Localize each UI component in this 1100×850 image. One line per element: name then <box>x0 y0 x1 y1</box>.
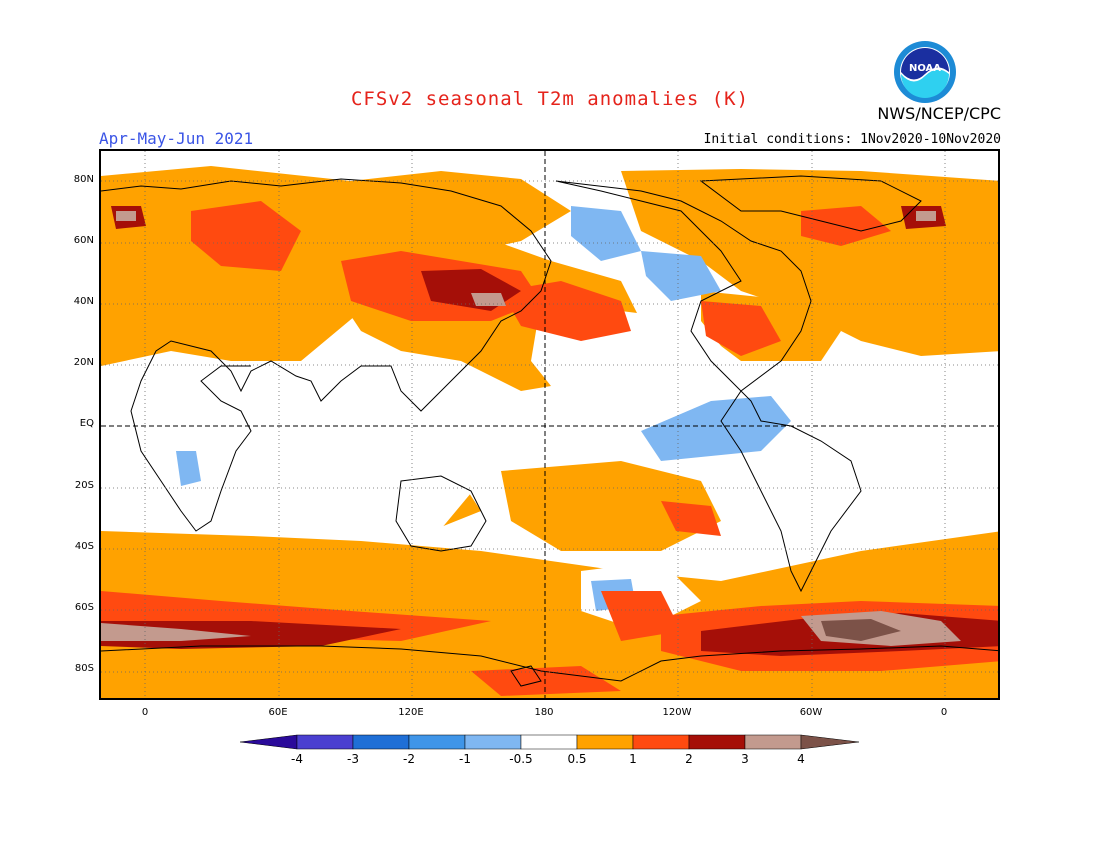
colorbar-label: 0.5 <box>567 752 587 766</box>
lat-label-40n: 40N <box>73 296 94 307</box>
lat-label-20s: 20S <box>74 480 94 491</box>
colorbar-label: 3 <box>741 752 749 766</box>
colorbar-cell <box>576 734 634 750</box>
lon-label-60w: 60W <box>799 707 823 718</box>
colorbar-cell <box>408 734 466 750</box>
lat-label-60s: 60S <box>74 602 94 613</box>
agency-label: NWS/NCEP/CPC <box>877 104 1001 123</box>
colorbar-label: 4 <box>797 752 805 766</box>
lat-label-20n: 20N <box>73 357 94 368</box>
colorbar-label: 1 <box>629 752 637 766</box>
anomaly-map <box>101 151 998 698</box>
colorbar-label: -1 <box>459 752 471 766</box>
lon-label-180: 180 <box>534 707 554 718</box>
lon-label-120w: 120W <box>662 707 692 718</box>
colorbar-label: -4 <box>291 752 303 766</box>
colorbar-cell <box>800 734 860 750</box>
lon-label-60e: 60E <box>268 707 288 718</box>
lat-label-60n: 60N <box>73 235 94 246</box>
colorbar-cell <box>744 734 802 750</box>
noaa-logo: NOAA <box>894 41 956 103</box>
forecast-period: Apr-May-Jun 2021 <box>99 129 254 148</box>
colorbar-cell <box>352 734 410 750</box>
noaa-logo-text: NOAA <box>909 63 941 74</box>
colorbar-label: -3 <box>347 752 359 766</box>
coastlines <box>101 175 998 687</box>
colorbar-cell <box>240 734 298 750</box>
lat-label-eq: EQ <box>79 418 94 429</box>
colorbar-label: -2 <box>403 752 415 766</box>
initial-conditions: Initial conditions: 1Nov2020-10Nov2020 <box>703 132 1001 147</box>
colorbar-cell <box>296 734 354 750</box>
colorbar-cell <box>632 734 690 750</box>
colorbar-cell <box>520 734 578 750</box>
colorbar-cell <box>464 734 522 750</box>
colorbar-label: 2 <box>685 752 693 766</box>
colorbar-label: -0.5 <box>509 752 533 766</box>
colorbar-cell <box>688 734 746 750</box>
lon-label-0-west: 0 <box>141 707 149 718</box>
anomaly-fill <box>101 166 998 698</box>
map-title: CFSv2 seasonal T2m anomalies (K) <box>350 88 750 110</box>
lat-label-80s: 80S <box>74 663 94 674</box>
lon-label-120e: 120E <box>398 707 424 718</box>
lon-label-0-east: 0 <box>940 707 948 718</box>
map-panel <box>99 149 1000 700</box>
lat-label-40s: 40S <box>74 541 94 552</box>
colorbar <box>240 734 860 750</box>
reference-lines <box>101 151 998 698</box>
lat-label-80n: 80N <box>73 174 94 185</box>
